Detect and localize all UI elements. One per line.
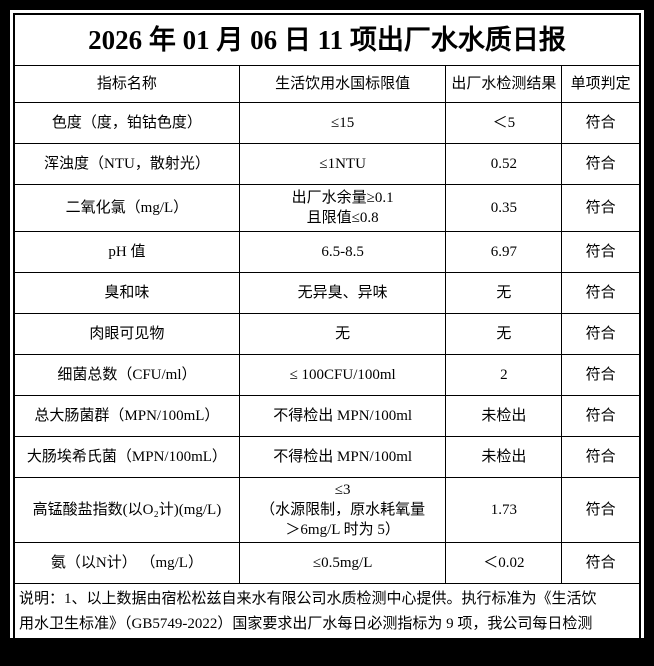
test-result-cell: 2 — [445, 354, 563, 396]
table-row: 色度（度，铂钴色度） ≤15 ＜5 符合 — [13, 102, 641, 144]
table-row: 大肠埃希氏菌（MPN/100mL） 不得检出 MPN/100ml 未检出 符合 — [13, 436, 641, 478]
indicator-name-cell: 二氧化氯（mg/L） — [13, 184, 240, 232]
indicator-name-cell: 细菌总数（CFU/ml） — [13, 354, 240, 396]
notes-cell: 说明：1、以上数据由宿松松兹自来水有限公司水质检测中心提供。执行标准为《生活饮 … — [13, 583, 641, 666]
table-header-row: 指标名称 生活饮用水国标限值 出厂水检测结果 单项判定 — [13, 65, 641, 103]
indicator-name-cell: 大肠埃希氏菌（MPN/100mL） — [13, 436, 240, 478]
indicator-name-cell: 臭和味 — [13, 272, 240, 314]
header-standard-limit: 生活饮用水国标限值 — [238, 65, 447, 103]
judgment-cell: 符合 — [561, 313, 641, 355]
title-row: 2026 年 01 月 06 日 11 项出厂水水质日报 — [13, 13, 641, 66]
judgment-cell: 符合 — [561, 395, 641, 437]
standard-limit-cell: ≤0.5mg/L — [238, 542, 447, 584]
standard-limit-cell: 无 — [238, 313, 447, 355]
table-row: 肉眼可见物 无 无 符合 — [13, 313, 641, 355]
judgment-cell: 符合 — [561, 143, 641, 185]
standard-limit-cell: ≤3 （水源限制，原水耗氧量 ＞6mg/L 时为 5） — [238, 477, 447, 543]
table-row: pH 值 6.5-8.5 6.97 符合 — [13, 231, 641, 273]
test-result-cell: ＜5 — [445, 102, 563, 144]
judgment-cell: 符合 — [561, 231, 641, 273]
judgment-cell: 符合 — [561, 102, 641, 144]
test-result-cell: ＜0.02 — [445, 542, 563, 584]
judgment-cell: 符合 — [561, 272, 641, 314]
note-line: 11 项。2、我公司实行在线、班组、中心化验室三级水质检测制度。 — [104, 640, 550, 657]
judgment-cell: 符合 — [561, 436, 641, 478]
table-row: 总大肠菌群（MPN/100mL） 不得检出 MPN/100ml 未检出 符合 — [13, 395, 641, 437]
indicator-name-cell: 色度（度，铂钴色度） — [13, 102, 240, 144]
indicator-name-cell: 肉眼可见物 — [13, 313, 240, 355]
table-row: 高锰酸盐指数(以O₂计)(mg/L) ≤3 （水源限制，原水耗氧量 ＞6mg/L… — [13, 477, 641, 543]
judgment-cell: 符合 — [561, 354, 641, 396]
standard-limit-cell: ≤1NTU — [238, 143, 447, 185]
test-result-cell: 0.35 — [445, 184, 563, 232]
indicator-name-cell: 氨（以N计） （mg/L） — [13, 542, 240, 584]
table-row: 细菌总数（CFU/ml） ≤ 100CFU/100ml 2 符合 — [13, 354, 641, 396]
test-result-cell: 无 — [445, 313, 563, 355]
standard-limit-cell: 出厂水余量≥0.1 且限值≤0.8 — [238, 184, 447, 232]
header-judgment: 单项判定 — [561, 65, 641, 103]
test-result-cell: 未检出 — [445, 436, 563, 478]
table-row: 二氧化氯（mg/L） 出厂水余量≥0.1 且限值≤0.8 0.35 符合 — [13, 184, 641, 232]
standard-limit-cell: 6.5-8.5 — [238, 231, 447, 273]
judgment-cell: 符合 — [561, 477, 641, 543]
judgment-cell: 符合 — [561, 184, 641, 232]
indicator-name-cell: 浑浊度（NTU，散射光） — [13, 143, 240, 185]
test-result-cell: 1.73 — [445, 477, 563, 543]
header-test-result: 出厂水检测结果 — [445, 65, 563, 103]
standard-limit-cell: 不得检出 MPN/100ml — [238, 436, 447, 478]
test-result-cell: 6.97 — [445, 231, 563, 273]
table-row: 浑浊度（NTU，散射光） ≤1NTU 0.52 符合 — [13, 143, 641, 185]
note-line: 说明：1、以上数据由宿松松兹自来水有限公司水质检测中心提供。执行标准为《生活饮 — [19, 590, 597, 607]
standard-limit-cell: ≤15 — [238, 102, 447, 144]
table-row: 臭和味 无异臭、异味 无 符合 — [13, 272, 641, 314]
table-row: 氨（以N计） （mg/L） ≤0.5mg/L ＜0.02 符合 — [13, 542, 641, 584]
water-quality-table: 2026 年 01 月 06 日 11 项出厂水水质日报 指标名称 生活饮用水国… — [13, 13, 641, 666]
test-result-cell: 未检出 — [445, 395, 563, 437]
report-page: 2026 年 01 月 06 日 11 项出厂水水质日报 指标名称 生活饮用水国… — [10, 10, 644, 666]
page-title: 2026 年 01 月 06 日 11 项出厂水水质日报 — [13, 13, 641, 66]
indicator-name-cell: 总大肠菌群（MPN/100mL） — [13, 395, 240, 437]
note-line: 用水卫生标准》（GB5749-2022）国家要求出厂水每日必测指标为 9 项，我… — [19, 615, 593, 632]
header-indicator-name: 指标名称 — [13, 65, 240, 103]
test-result-cell: 0.52 — [445, 143, 563, 185]
standard-limit-cell: 无异臭、异味 — [238, 272, 447, 314]
notes-row: 说明：1、以上数据由宿松松兹自来水有限公司水质检测中心提供。执行标准为《生活饮 … — [13, 583, 641, 666]
judgment-cell: 符合 — [561, 542, 641, 584]
indicator-name-cell: pH 值 — [13, 231, 240, 273]
standard-limit-cell: ≤ 100CFU/100ml — [238, 354, 447, 396]
standard-limit-cell: 不得检出 MPN/100ml — [238, 395, 447, 437]
indicator-name-cell: 高锰酸盐指数(以O₂计)(mg/L) — [13, 477, 240, 543]
test-result-cell: 无 — [445, 272, 563, 314]
